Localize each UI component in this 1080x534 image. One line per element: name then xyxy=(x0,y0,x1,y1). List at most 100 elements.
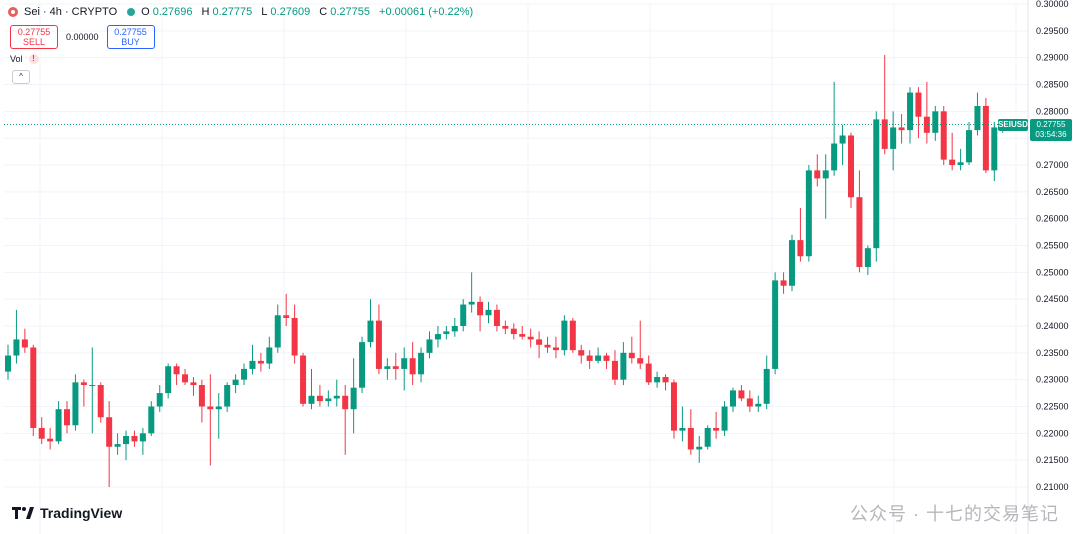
candle-body xyxy=(510,328,517,335)
candle-body xyxy=(215,406,222,410)
chart-grid xyxy=(4,0,1029,534)
candle-body xyxy=(325,398,332,402)
candle-body xyxy=(611,360,618,380)
candle-body xyxy=(502,326,509,329)
last-price-value: 0.27755 xyxy=(1036,120,1066,129)
candle-body xyxy=(949,159,956,165)
candle-body xyxy=(30,347,37,428)
candle-body xyxy=(932,111,939,133)
y-tick-label: 0.23500 xyxy=(1036,348,1069,358)
candle-body xyxy=(755,403,762,407)
candle-body xyxy=(898,127,905,131)
y-tick-label: 0.28500 xyxy=(1036,80,1069,90)
y-tick-label: 0.29500 xyxy=(1036,26,1069,36)
candle-body xyxy=(72,382,79,426)
candle-body xyxy=(519,334,526,337)
candle-body xyxy=(97,385,104,418)
candle-body xyxy=(552,347,559,351)
last-price-box: 0.27755 03:54:36 xyxy=(1030,119,1072,141)
candle-body xyxy=(586,355,593,361)
candle-body xyxy=(308,395,315,404)
candle-body xyxy=(890,127,897,149)
candle-body xyxy=(375,320,382,369)
candle-body xyxy=(645,363,652,383)
candle-body xyxy=(729,390,736,407)
symbol-title[interactable]: Sei · 4h · CRYPTO xyxy=(24,6,118,18)
candle-body xyxy=(907,92,914,131)
candle-body xyxy=(89,385,96,387)
candle-body xyxy=(780,280,787,286)
candle-body xyxy=(746,398,753,407)
candle-body xyxy=(654,376,661,383)
sei-logo-icon xyxy=(8,7,18,17)
y-tick-label: 0.22500 xyxy=(1036,402,1069,412)
tradingview-logo-icon xyxy=(12,507,34,519)
y-tick-label: 0.21500 xyxy=(1036,455,1069,465)
y-tick-label: 0.27000 xyxy=(1036,160,1069,170)
candle-body xyxy=(300,355,307,404)
candle-body xyxy=(822,170,829,179)
candle-body xyxy=(788,240,795,286)
open-value: 0.27696 xyxy=(152,6,193,18)
buy-button[interactable]: 0.27755 BUY xyxy=(106,25,155,49)
brand-name: TradingView xyxy=(40,505,123,521)
collapse-chevron-icon[interactable]: ^ xyxy=(12,70,30,84)
candle-body xyxy=(974,105,981,131)
candle-body xyxy=(569,320,576,351)
market-status-icon xyxy=(127,8,136,16)
candle-body xyxy=(232,379,239,386)
candle-body xyxy=(839,135,846,144)
candle-body xyxy=(13,339,20,356)
candle-body xyxy=(434,334,441,340)
tradingview-brand[interactable]: TradingView xyxy=(12,505,122,521)
candle-body xyxy=(241,368,248,380)
candle-body xyxy=(544,344,551,348)
y-tick-label: 0.26000 xyxy=(1036,214,1069,224)
candle-body xyxy=(47,438,54,442)
candle-body xyxy=(662,376,669,383)
buy-price: 0.27755 xyxy=(114,27,147,37)
candle-body xyxy=(797,240,804,257)
candle-body xyxy=(123,436,130,445)
candle-body xyxy=(477,301,484,316)
candles xyxy=(5,54,1006,487)
candle-body xyxy=(21,339,28,348)
candle-body xyxy=(266,347,273,364)
candle-body xyxy=(342,395,349,410)
candle-body xyxy=(283,315,290,318)
candle-body xyxy=(527,336,534,340)
y-tick-label: 0.25000 xyxy=(1036,267,1069,277)
candle-body xyxy=(881,119,888,149)
candle-body xyxy=(401,358,408,369)
candle-body xyxy=(687,427,694,450)
volume-label: Vol xyxy=(10,54,23,64)
candle-body xyxy=(595,355,602,361)
y-tick-label: 0.24500 xyxy=(1036,294,1069,304)
warning-icon[interactable]: ! xyxy=(28,54,39,64)
price-axis[interactable]: 0.300000.295000.290000.285000.280000.275… xyxy=(1036,0,1069,492)
y-tick-label: 0.30000 xyxy=(1036,0,1069,9)
candle-body xyxy=(738,390,745,399)
candle-body xyxy=(763,368,770,404)
change-value: +0.00061 (+0.22%) xyxy=(379,6,474,18)
candle-body xyxy=(350,387,357,410)
candle-body xyxy=(493,309,500,326)
candle-body xyxy=(713,427,720,431)
candle-body xyxy=(64,409,71,426)
volume-legend[interactable]: Vol ! xyxy=(10,54,39,64)
candle-body xyxy=(173,366,180,375)
candle-body xyxy=(198,385,205,407)
candle-body xyxy=(991,127,998,171)
candle-body xyxy=(257,360,264,364)
candle-body xyxy=(443,331,450,335)
sell-button[interactable]: 0.27755 SELL xyxy=(10,25,58,49)
y-tick-label: 0.21000 xyxy=(1036,482,1069,492)
candle-body xyxy=(578,350,585,356)
candle-body xyxy=(249,360,256,369)
candle-body xyxy=(106,417,113,447)
candle-body xyxy=(224,385,231,407)
candle-body xyxy=(418,352,425,375)
candle-body xyxy=(114,444,121,447)
close-value: 0.27755 xyxy=(330,6,370,18)
